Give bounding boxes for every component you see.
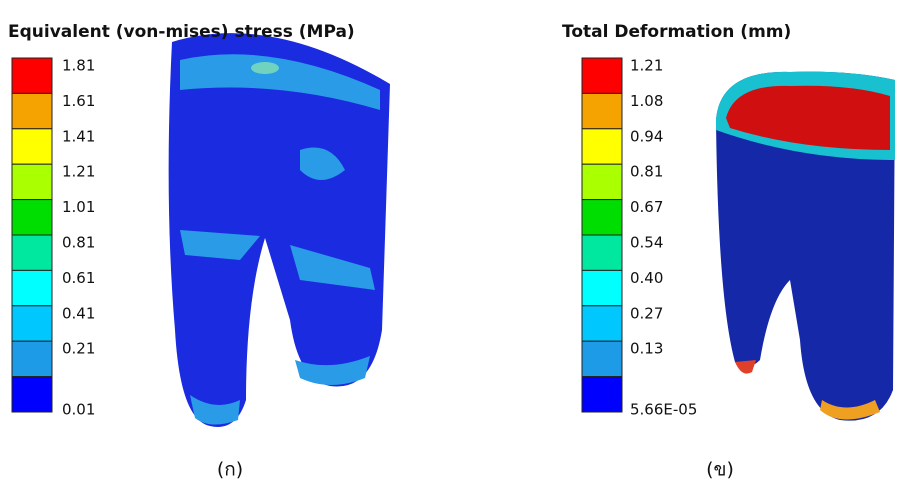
legend-band [12, 200, 52, 235]
legend-band [582, 58, 622, 93]
panel-caption: (ข) [706, 459, 734, 481]
deformation-model [716, 72, 895, 421]
legend-label: 5.66E-05 [630, 401, 697, 419]
stress-model [169, 33, 390, 427]
legend-label: 0.54 [630, 234, 663, 252]
legend-label: 1.01 [62, 198, 95, 216]
legend-label: 0.01 [62, 401, 95, 419]
panel-title: Total Deformation (mm) [562, 22, 791, 42]
legend-band [12, 164, 52, 199]
panel-title: Equivalent (von-mises) stress (MPa) [8, 22, 355, 42]
legend-label: 1.41 [62, 127, 95, 145]
legend-band [582, 377, 622, 412]
legend-label: 0.21 [62, 340, 95, 358]
page: {"panels": [ {"title": "Equivalent (von-… [0, 0, 902, 494]
legend-band [12, 93, 52, 128]
legend-label: 1.08 [630, 92, 663, 110]
legend-band [582, 341, 622, 376]
legend-label: 0.41 [62, 304, 95, 322]
legend-band [582, 129, 622, 164]
legend-label: 0.67 [630, 198, 663, 216]
figure: Equivalent (von-mises) stress (MPa) 1.81 1… [0, 0, 902, 494]
legend-label: 0.13 [630, 340, 663, 358]
legend-label: 1.21 [62, 163, 95, 181]
legend-label: 0.94 [630, 127, 663, 145]
legend-label: 0.81 [630, 163, 663, 181]
legend-label: 0.40 [630, 269, 663, 287]
legend-label: 0.81 [62, 234, 95, 252]
legend-band [12, 58, 52, 93]
legend-band [582, 164, 622, 199]
legend-label: 0.61 [62, 269, 95, 287]
legend-band [12, 341, 52, 376]
legend-band [582, 270, 622, 305]
legend-band [582, 200, 622, 235]
legend-band [12, 235, 52, 270]
legend-label: 1.81 [62, 57, 95, 75]
legend-label: 1.21 [630, 57, 663, 75]
legend-label: 1.61 [62, 92, 95, 110]
legend-band [582, 93, 622, 128]
legend-band [12, 270, 52, 305]
panel-caption: (ก) [217, 459, 243, 481]
legend-band [582, 235, 622, 270]
legend-label: 0.27 [630, 304, 663, 322]
legend-band [12, 377, 52, 412]
legend-band [12, 306, 52, 341]
legend-band [582, 306, 622, 341]
legend-band [12, 129, 52, 164]
